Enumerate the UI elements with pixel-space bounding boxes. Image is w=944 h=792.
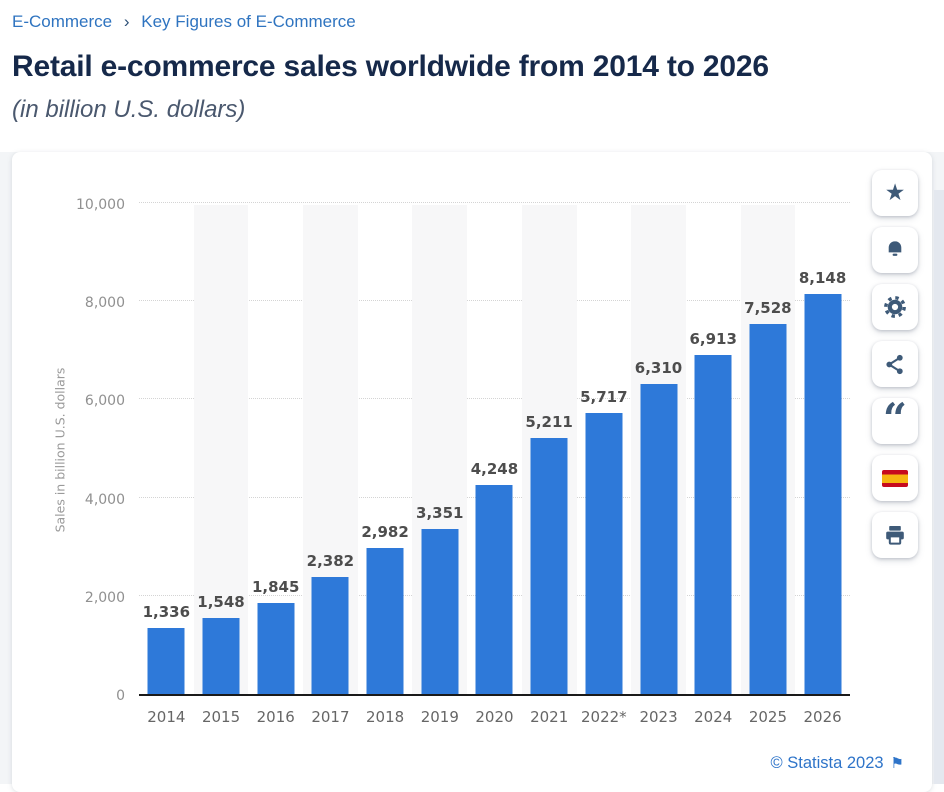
y-tick-label: 0 [116, 688, 125, 704]
bar-value-label: 4,248 [470, 460, 519, 479]
bar-value-label: 7,528 [744, 299, 792, 318]
x-tick-label: 2022* [581, 708, 627, 726]
breadcrumb-link-ecommerce[interactable]: E-Commerce [12, 12, 113, 31]
share-button[interactable] [872, 341, 918, 387]
bar-value-label: 1,845 [251, 578, 300, 597]
bar[interactable] [421, 529, 459, 694]
x-tick-label: 2017 [311, 708, 350, 726]
bar[interactable] [257, 603, 295, 694]
chart-column: 1,845 [248, 205, 303, 694]
favorite-button[interactable]: ★ [872, 170, 918, 216]
bar[interactable] [311, 577, 349, 694]
bar[interactable] [366, 547, 404, 694]
chart-column: 6,913 [686, 205, 741, 694]
breadcrumb-separator: › [123, 12, 130, 31]
x-tick-label: 2019 [420, 708, 459, 726]
chart-column: 3,351 [412, 205, 468, 694]
bar-value-label: 5,717 [580, 388, 628, 407]
chart-column: 5,211 [521, 205, 577, 694]
x-tick-label: 2023 [639, 708, 678, 726]
x-tick-label: 2021 [530, 708, 569, 726]
chart-column: 1,548 [193, 205, 249, 694]
copyright-link[interactable]: © Statista 2023 [770, 754, 884, 772]
x-tick-label: 2026 [803, 708, 842, 726]
bar-value-label: 8,148 [798, 268, 847, 287]
x-tick-label: 2018 [366, 708, 405, 726]
chart-toolbar: ★ [872, 170, 918, 558]
chart-column: 4,248 [467, 205, 522, 694]
breadcrumb: E-Commerce › Key Figures of E-Commerce [12, 12, 944, 32]
gridline [139, 202, 850, 203]
page-header: E-Commerce › Key Figures of E-Commerce R… [0, 0, 944, 124]
chart-card: Sales in billion U.S. dollars 0 2,000 4,00… [12, 152, 932, 792]
y-tick-label: 2,000 [84, 589, 125, 606]
bar-value-label: 3,351 [416, 504, 464, 523]
bar[interactable] [694, 354, 732, 694]
bar[interactable] [530, 438, 568, 694]
y-tick-label: 8,000 [84, 295, 125, 312]
y-tick-label: 10,000 [76, 197, 125, 213]
bar[interactable] [749, 324, 787, 694]
x-tick-label: 2016 [256, 708, 295, 726]
bar-value-label: 1,336 [142, 603, 191, 622]
page-title: Retail e-commerce sales worldwide from 2… [12, 50, 769, 83]
gridline [139, 300, 850, 302]
copyright: © Statista 2023 ⚑ [770, 754, 904, 773]
bar[interactable] [585, 413, 623, 694]
bar-value-label: 2,382 [306, 552, 355, 571]
chart-column: 8,148 [795, 205, 850, 694]
bar[interactable] [475, 485, 513, 694]
notifications-button[interactable] [872, 227, 918, 273]
bar[interactable] [147, 628, 185, 694]
share-icon [885, 354, 903, 374]
content-section: Sales in billion U.S. dollars 0 2,000 4,00… [0, 152, 944, 792]
x-tick-label: 2025 [748, 708, 787, 726]
bar[interactable] [804, 293, 842, 694]
bar-columns: 1,336 1,548 1,845 2,382 2,982 3,351 4,248 5,211… [139, 205, 850, 694]
spain-flag-icon [882, 469, 908, 487]
chart-column: 5,717 [577, 205, 632, 694]
quote-icon: “ [882, 394, 908, 443]
chart-column: 6,310 [631, 205, 686, 694]
bar-value-label: 2,982 [361, 522, 409, 541]
scrollbar[interactable] [934, 190, 944, 784]
statista-flag-icon: ⚑ [890, 754, 904, 772]
bar[interactable] [640, 384, 678, 694]
x-tick-label: 2024 [694, 708, 733, 726]
x-tick-label: 2020 [475, 708, 514, 726]
chart-column: 7,528 [740, 205, 796, 694]
plot-area: 1,336 1,548 1,845 2,382 2,982 3,351 4,248 5,211… [139, 202, 850, 696]
chart-column: 1,336 [139, 205, 194, 694]
breadcrumb-link-key-figures[interactable]: Key Figures of E-Commerce [141, 12, 356, 31]
bar-value-label: 6,310 [634, 359, 683, 378]
language-spanish-button[interactable] [872, 455, 918, 501]
y-tick-label: 4,000 [84, 491, 125, 508]
y-tick-label: 6,000 [84, 393, 125, 410]
x-axis-labels: 2014 2015 2016 2017 2018 2019 2020 2021 2022* 202… [139, 708, 850, 726]
bar-value-label: 6,913 [689, 329, 737, 348]
page-subtitle: (in billion U.S. dollars) [12, 96, 246, 123]
gear-icon [884, 296, 906, 318]
bar-value-label: 1,548 [197, 593, 245, 611]
y-axis-ticks: 0 2,000 4,000 6,000 8,000 10,000 [12, 197, 125, 704]
printer-icon [886, 526, 904, 545]
star-icon: ★ [884, 179, 906, 206]
cite-button[interactable]: “ [872, 398, 918, 444]
chart-column: 2,382 [303, 205, 358, 694]
settings-button[interactable] [872, 284, 918, 330]
bar-value-label: 5,211 [525, 413, 573, 432]
bell-icon [888, 241, 902, 256]
x-tick-label: 2014 [147, 708, 186, 726]
chart-column: 2,982 [358, 205, 413, 694]
x-tick-label: 2015 [201, 708, 241, 726]
gridline [139, 398, 850, 400]
bar[interactable] [202, 618, 240, 694]
print-button[interactable] [872, 512, 918, 558]
